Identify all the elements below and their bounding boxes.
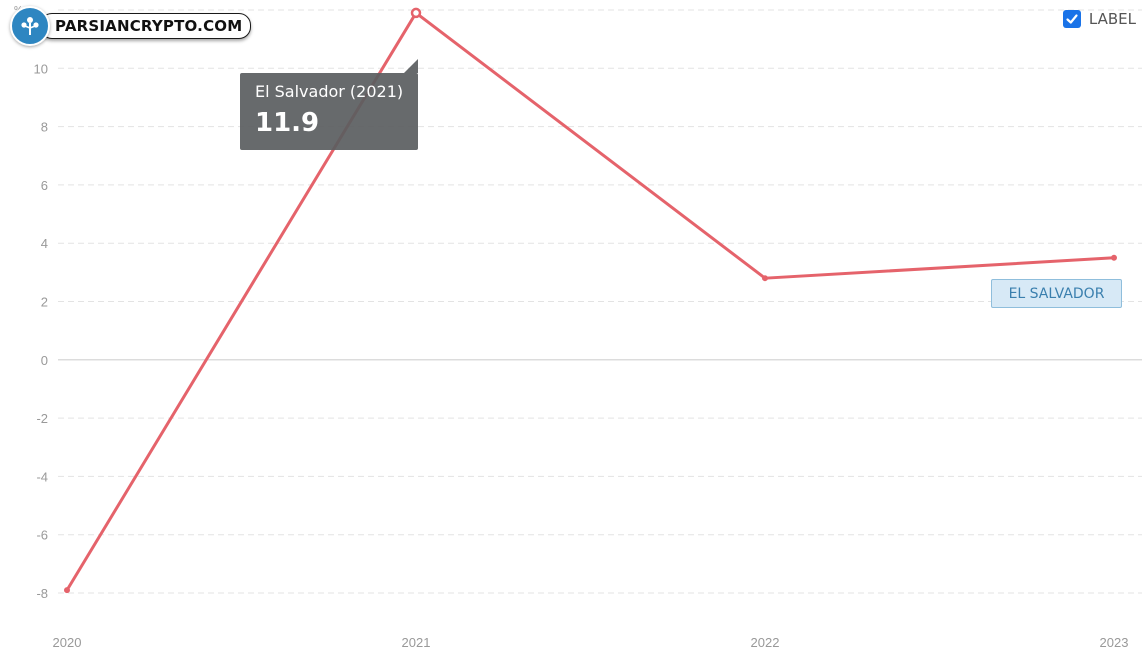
tooltip-value: 11.9	[255, 108, 320, 138]
label-toggle[interactable]: LABEL	[1062, 10, 1136, 28]
y-tick-label: 10	[34, 61, 48, 76]
y-axis-ticks: -8 -6 -4 -2 0 2 4 6 8 10	[34, 61, 48, 601]
x-axis-ticks: 2020 2021 2022 2023	[53, 635, 1129, 650]
y-tick-label: -2	[36, 411, 48, 426]
site-logo: PARSIANCRYPTO.COM	[10, 6, 252, 46]
y-tick-label: 2	[41, 295, 48, 310]
tooltip-title: El Salvador (2021)	[255, 82, 404, 101]
y-tick-label: -6	[36, 528, 48, 543]
tree-icon	[10, 6, 50, 46]
checkbox-checked-icon[interactable]	[1062, 10, 1081, 28]
series-line	[65, 11, 1116, 592]
data-tooltip: El Salvador (2021) 11.9	[240, 59, 418, 150]
x-tick-label: 2020	[53, 635, 82, 650]
x-tick-label: 2021	[402, 635, 431, 650]
x-tick-label: 2023	[1100, 635, 1129, 650]
y-tick-label: 8	[41, 120, 48, 135]
data-point[interactable]	[64, 587, 70, 594]
data-point-highlighted[interactable]	[410, 7, 422, 19]
x-tick-label: 2022	[751, 635, 780, 650]
y-tick-label: 4	[41, 236, 48, 251]
gridlines	[58, 9, 1142, 594]
y-tick-label: -8	[36, 586, 48, 601]
y-tick-label: -4	[36, 469, 48, 484]
label-toggle-text: LABEL	[1088, 10, 1136, 28]
data-point[interactable]	[762, 275, 768, 282]
y-tick-label: 6	[41, 178, 48, 193]
data-point[interactable]	[1111, 254, 1117, 261]
logo-text: PARSIANCRYPTO.COM	[40, 13, 252, 39]
series-end-label: EL SALVADOR	[991, 279, 1122, 308]
series-el-salvador	[64, 7, 1117, 594]
y-tick-label: 0	[41, 353, 48, 368]
